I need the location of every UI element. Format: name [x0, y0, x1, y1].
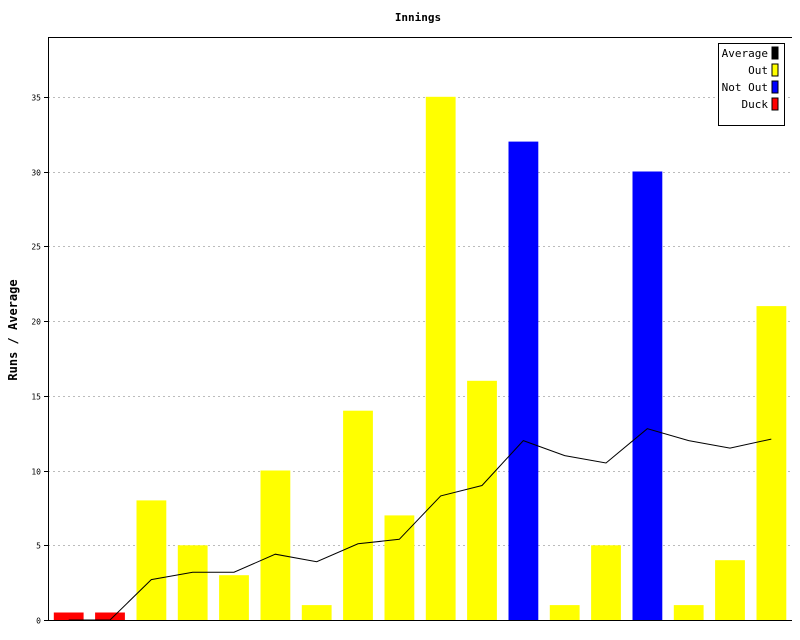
y-tick-label-5: 5	[36, 542, 41, 551]
legend-label-out: Out	[748, 64, 768, 77]
y-tick-label-20: 20	[31, 318, 41, 327]
legend-label-average: Average	[722, 47, 768, 60]
bars-group	[53, 96, 787, 621]
legend-swatch-average	[771, 46, 779, 60]
y-tick-label-25: 25	[31, 243, 41, 252]
average-line-group	[68, 428, 772, 621]
bar-16	[673, 605, 704, 620]
chart-title: Innings	[395, 11, 441, 24]
legend-swatch-not-out	[771, 80, 779, 94]
bar-5	[219, 575, 249, 620]
bar-1	[53, 612, 84, 620]
legend-swatch-out	[771, 63, 779, 77]
bar-10	[425, 96, 456, 621]
y-tick-label-0: 0	[36, 617, 41, 626]
bar-17	[715, 560, 745, 620]
legend-swatch-duck	[771, 97, 779, 111]
bar-12	[508, 141, 539, 620]
y-tick-label-10: 10	[31, 468, 41, 477]
gridlines	[48, 97, 792, 546]
bar-2	[95, 612, 125, 620]
bar-3	[136, 500, 167, 620]
axes	[48, 37, 792, 621]
average-line	[68, 428, 772, 621]
bar-8	[343, 410, 373, 620]
bar-11	[467, 380, 497, 620]
bar-18	[756, 306, 787, 620]
y-tick-label-35: 35	[31, 94, 41, 103]
y-tick-label-15: 15	[31, 393, 41, 402]
bar-4	[177, 545, 208, 620]
bar-15	[632, 171, 663, 620]
y-tick-label-30: 30	[31, 169, 41, 178]
legend-label-duck: Duck	[742, 98, 769, 111]
bar-6	[260, 470, 291, 620]
legend: Average Out Not Out Duck	[718, 43, 785, 126]
bar-14	[591, 545, 621, 620]
bar-13	[549, 605, 580, 620]
legend-label-not-out: Not Out	[722, 81, 768, 94]
bar-9	[384, 515, 415, 620]
y-ticks: 0 5 10 15 20 25 30 35	[31, 94, 48, 626]
y-axis-label: Runs / Average	[6, 279, 20, 380]
bar-7	[301, 605, 332, 620]
